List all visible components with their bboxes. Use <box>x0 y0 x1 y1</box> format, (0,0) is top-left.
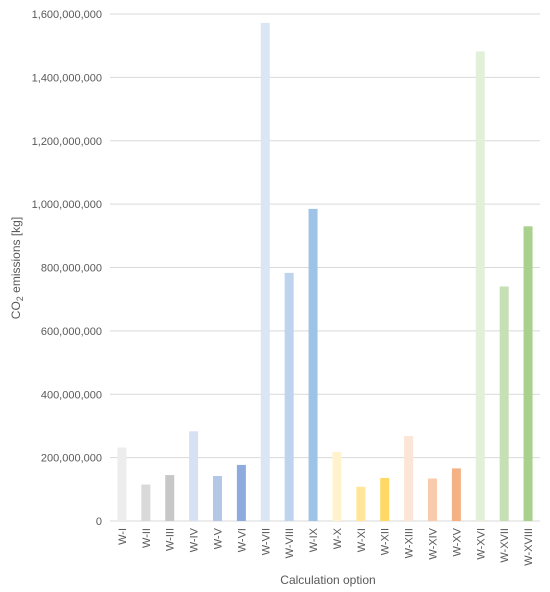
bar-w-iv <box>189 431 199 521</box>
y-tick-labels: 0 200,000,000 400,000,000 600,000,000 800,00… <box>32 9 102 528</box>
x-tick-label-w-xii: W-XII <box>380 528 392 555</box>
bar-w-xiii <box>404 436 414 521</box>
bar-w-v <box>213 476 222 521</box>
bar-w-vii <box>260 22 270 522</box>
bar-w-xviii <box>523 226 533 521</box>
y-tick-label-8: 1,600,000,000 <box>32 9 102 21</box>
x-tick-label-w-xiii: W-XIII <box>404 528 416 558</box>
x-tick-label-w-xvii: W-XVII <box>499 528 511 563</box>
y-tick-label-0: 0 <box>96 516 102 528</box>
y-tick-label-2: 400,000,000 <box>41 389 102 401</box>
x-tick-label-w-vii: W-VII <box>260 528 272 555</box>
bar-w-iii <box>165 475 175 521</box>
bar-w-vi <box>236 464 246 521</box>
x-tick-label-w-v: W-V <box>213 527 225 549</box>
y-axis-title-main: CO <box>9 301 23 319</box>
x-tick-label-w-iv: W-IV <box>189 527 201 552</box>
bar-w-viii <box>284 272 294 521</box>
x-tick-label-w-xi: W-XI <box>356 528 368 552</box>
bar-w-ix <box>308 208 318 522</box>
gridlines <box>110 13 540 522</box>
x-tick-label-w-i: W-I <box>117 528 129 545</box>
y-axis-title-rest: emissions [kg] <box>9 217 23 296</box>
x-tick-label-w-ii: W-II <box>141 528 153 548</box>
bar-w-xii <box>380 477 390 521</box>
bar-w-xv <box>451 468 461 521</box>
y-tick-label-6: 1,200,000,000 <box>32 136 102 148</box>
y-tick-label-3: 600,000,000 <box>41 326 102 338</box>
x-tick-label-w-xiv: W-XIV <box>428 527 440 559</box>
y-axis-title-subscript: 2 <box>15 296 25 301</box>
bar-w-ii <box>141 484 151 521</box>
bar-w-xvi <box>475 51 485 522</box>
x-tick-label-w-vi: W-VI <box>236 528 248 552</box>
bars <box>117 22 533 522</box>
x-tick-labels: W-I W-II W-III W-IV W-V W-VI W-VII W-VIII W-IX W-… <box>117 527 535 565</box>
x-tick-label-w-viii: W-VIII <box>284 528 296 558</box>
bar-w-xiv <box>428 478 437 521</box>
bar-w-xvii <box>499 286 509 521</box>
bar-w-i <box>117 447 127 521</box>
y-tick-label-1: 200,000,000 <box>41 453 102 465</box>
y-axis-title: CO2 emissions [kg] <box>9 217 25 319</box>
x-tick-label-w-ix: W-IX <box>308 527 320 552</box>
x-tick-label-w-xviii: W-XVIII <box>523 528 535 566</box>
bar-w-xi <box>356 486 366 521</box>
x-axis-title: Calculation option <box>280 573 375 587</box>
x-tick-label-w-iii: W-III <box>165 528 177 551</box>
y-tick-label-4: 800,000,000 <box>41 263 102 275</box>
bar-w-x <box>332 451 342 521</box>
x-tick-label-w-xvi: W-XVI <box>475 528 487 560</box>
x-tick-label-w-xv: W-XV <box>451 527 463 556</box>
x-tick-label-w-x: W-X <box>332 527 344 549</box>
y-tick-label-5: 1,000,000,000 <box>32 199 102 211</box>
y-tick-label-7: 1,400,000,000 <box>32 72 102 84</box>
